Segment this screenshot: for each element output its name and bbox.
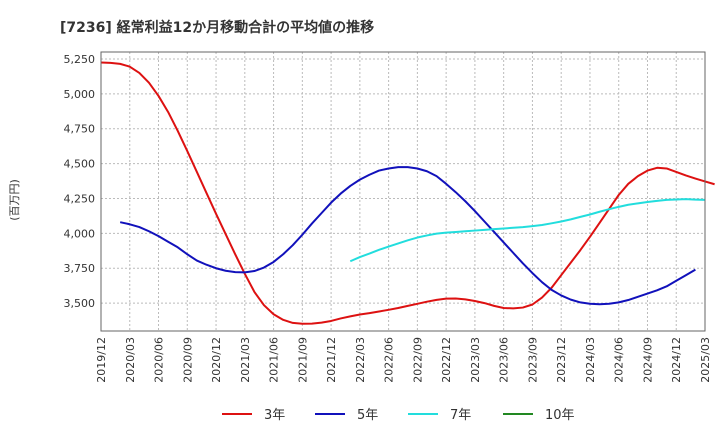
x-tick-label: 2022/12 [440, 337, 453, 383]
x-tick-label: 2022/09 [411, 337, 424, 383]
legend-label-7年: 7年 [450, 408, 471, 423]
x-tick-label: 2019/12 [95, 337, 108, 383]
x-tick-label: 2023/09 [526, 337, 539, 383]
series-layer [100, 61, 715, 325]
x-tick-label: 2022/06 [383, 337, 396, 383]
y-tick-label: 4,750 [64, 123, 96, 136]
x-tick-label: 2021/06 [268, 337, 281, 383]
x-tick-label: 2020/12 [210, 337, 223, 383]
x-tick-label: 2021/09 [296, 337, 309, 383]
y-tick-label: 4,250 [64, 192, 96, 205]
y-tick-label: 4,000 [64, 227, 96, 240]
x-tick-label: 2023/06 [498, 337, 511, 383]
x-tick-label: 2020/06 [153, 337, 166, 383]
plot-frame [100, 51, 706, 332]
x-tick-label: 2022/03 [354, 337, 367, 383]
y-tick-label: 3,750 [64, 262, 96, 275]
y-tick-label: 3,500 [64, 297, 96, 310]
y-tick-label: 5,000 [64, 88, 96, 101]
x-tick-label: 2024/06 [613, 337, 626, 383]
x-tick-label: 2024/03 [584, 337, 597, 383]
legend-label-3年: 3年 [264, 408, 285, 423]
x-tick-label: 2020/03 [124, 337, 137, 383]
series-line-7年 [349, 198, 706, 263]
y-tick-label: 5,250 [64, 53, 96, 66]
x-tick-label: 2021/03 [239, 337, 252, 383]
grid [100, 52, 706, 331]
y-tick-label: 4,500 [64, 158, 96, 171]
series-line-5年 [119, 166, 696, 306]
x-tick-label: 2021/12 [325, 337, 338, 383]
series-line-3年 [100, 61, 715, 325]
y-ticks: 3,500 3,750 4,000 4,250 4,500 4,750 5,000 5,250 [64, 53, 96, 310]
legend-label-10年: 10年 [545, 408, 575, 423]
x-tick-label: 2024/12 [670, 337, 683, 383]
x-ticks: 2019/12 2020/03 2020/06 2020/09 2020/12 2021/… [95, 337, 712, 383]
x-tick-label: 2020/09 [181, 337, 194, 383]
legend-label-5年: 5年 [357, 408, 378, 423]
x-tick-label: 2023/03 [469, 337, 482, 383]
x-tick-label: 2023/12 [555, 337, 568, 383]
chart-title: [7236] 経常利益12か月移動合計の平均値の推移 [60, 19, 374, 36]
x-tick-label: 2025/03 [699, 337, 712, 383]
x-tick-label: 2024/09 [641, 337, 654, 383]
legend: 3年 5年 7年 10年 [222, 408, 575, 423]
y-axis-label: (百万円) [8, 179, 21, 221]
